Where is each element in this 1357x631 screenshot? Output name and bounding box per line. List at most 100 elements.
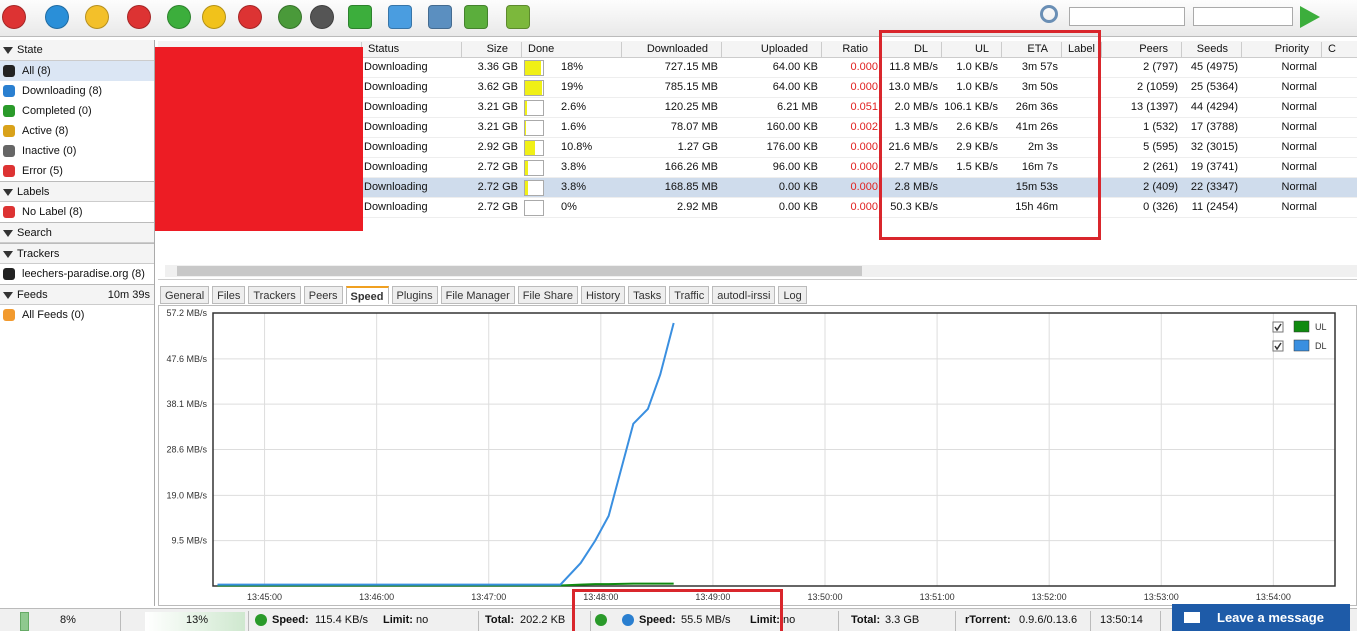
table-row[interactable] — [158, 178, 1357, 198]
sidebar-title: Search — [17, 227, 52, 239]
table-cell: 0 (326) — [1143, 201, 1178, 213]
table-row[interactable] — [158, 138, 1357, 158]
search-engine-select[interactable] — [1193, 7, 1293, 26]
tab[interactable]: Trackers — [248, 286, 301, 304]
progress-fill — [525, 101, 528, 115]
status-text: 115.4 KB/s — [315, 614, 368, 626]
status-text: no — [783, 614, 796, 626]
table-cell: 0.000 — [850, 81, 878, 93]
progress-fill — [525, 161, 529, 175]
toolbar-button[interactable] — [388, 5, 412, 29]
search-icon[interactable] — [1040, 5, 1058, 23]
toolbar-button[interactable] — [85, 5, 109, 29]
toolbar-button[interactable] — [127, 5, 151, 29]
table-cell: 3m 50s — [1021, 81, 1058, 93]
tab[interactable]: General — [160, 286, 210, 304]
table-cell: 13.0 MB/s — [888, 81, 938, 93]
tab[interactable]: Files — [212, 286, 246, 304]
sidebar-item[interactable]: Inactive (0) — [0, 141, 154, 161]
progress-fill — [525, 181, 529, 195]
status-separator — [120, 611, 121, 631]
column-header[interactable]: Downloaded — [646, 43, 708, 55]
toolbar-button[interactable] — [506, 5, 530, 29]
sidebar-item[interactable]: Active (8) — [0, 121, 154, 141]
column-header[interactable]: DL — [913, 43, 928, 55]
column-header[interactable]: Done — [528, 43, 555, 55]
table-cell: Downloading — [364, 101, 428, 113]
toolbar-button[interactable] — [167, 5, 191, 29]
toolbar-button[interactable] — [428, 5, 452, 29]
column-header[interactable]: Status — [368, 43, 400, 55]
toolbar-button[interactable] — [278, 5, 302, 29]
sidebar-item[interactable]: Downloading (8) — [0, 81, 154, 101]
search-input[interactable] — [1069, 7, 1185, 26]
sidebar-header[interactable]: Feeds 10m 39s — [0, 284, 154, 305]
tab[interactable]: autodl-irssi — [712, 286, 776, 304]
table-row[interactable] — [158, 158, 1357, 178]
table-cell: Normal — [1281, 121, 1317, 133]
table-row[interactable] — [158, 58, 1357, 78]
tab[interactable]: History — [580, 286, 626, 304]
sidebar-item[interactable]: Completed (0) — [0, 101, 154, 121]
table-cell: Normal — [1281, 141, 1317, 153]
toolbar-button[interactable] — [45, 5, 69, 29]
tab[interactable]: Log — [778, 286, 807, 304]
column-header[interactable]: ETA — [1027, 43, 1048, 55]
column-header[interactable]: UL — [974, 43, 989, 55]
column-header[interactable]: Ratio — [842, 43, 868, 55]
column-separator — [621, 42, 622, 57]
item-icon — [3, 85, 15, 97]
tab-strip: General Files Trackers Peers Speed Plugins Fil… — [160, 286, 807, 305]
sidebar-item[interactable]: leechers-paradise.org (8) — [0, 264, 154, 284]
table-row[interactable] — [158, 98, 1357, 118]
sidebar-item[interactable]: Error (5) — [0, 161, 154, 181]
column-header[interactable]: Uploaded — [760, 43, 808, 55]
search-button[interactable] — [1300, 6, 1320, 28]
tab[interactable]: File Share — [517, 286, 578, 304]
item-icon — [3, 145, 15, 157]
column-header[interactable]: Priority — [1274, 43, 1309, 55]
sidebar-header[interactable]: State — [0, 40, 154, 61]
sidebar-item[interactable]: No Label (8) — [0, 202, 154, 222]
column-header[interactable]: C — [1328, 43, 1336, 55]
column-header[interactable]: Peers — [1139, 43, 1168, 55]
toolbar-button[interactable] — [348, 5, 372, 29]
item-label: All (8) — [22, 65, 51, 77]
sidebar-header[interactable]: Search — [0, 222, 154, 243]
tab[interactable]: Traffic — [669, 286, 710, 304]
chat-button[interactable]: Leave a message — [1172, 604, 1350, 631]
table-cell: 2 (409) — [1143, 181, 1178, 193]
chat-label: Leave a message — [1217, 610, 1324, 625]
table-cell: 15h 46m — [1015, 201, 1058, 213]
progress-track — [524, 200, 544, 216]
item-label: Active (8) — [22, 125, 69, 137]
sidebar-header[interactable]: Labels — [0, 181, 154, 202]
tab[interactable]: Peers — [303, 286, 343, 304]
toolbar-button[interactable] — [464, 5, 488, 29]
toolbar-button[interactable] — [310, 5, 334, 29]
progress-track — [524, 180, 544, 196]
table-row[interactable] — [158, 198, 1357, 218]
column-header[interactable]: Label — [1068, 43, 1095, 55]
table-cell: 11 (2454) — [1191, 201, 1238, 213]
table-cell: Normal — [1281, 161, 1317, 173]
sidebar-item[interactable]: All Feeds (0) — [0, 305, 154, 325]
scroll-thumb[interactable] — [177, 266, 862, 276]
table-row[interactable] — [158, 118, 1357, 138]
sidebar-header[interactable]: Trackers — [0, 243, 154, 264]
table-cell: 32 (3015) — [1190, 141, 1238, 153]
tab[interactable]: Tasks — [628, 286, 667, 304]
tab[interactable]: File Manager — [440, 286, 515, 304]
table-cell: 45 (4975) — [1190, 61, 1238, 73]
table-row[interactable] — [158, 78, 1357, 98]
tab[interactable]: Plugins — [391, 286, 438, 304]
status-text: Speed: — [272, 614, 309, 626]
sidebar-item[interactable]: All (8) — [0, 61, 154, 81]
toolbar-button[interactable] — [2, 5, 26, 29]
item-icon — [3, 125, 15, 137]
toolbar-button[interactable] — [238, 5, 262, 29]
column-header[interactable]: Size — [486, 43, 508, 55]
toolbar-button[interactable] — [202, 5, 226, 29]
tab[interactable]: Speed — [345, 286, 389, 304]
column-header[interactable]: Seeds — [1196, 43, 1228, 55]
